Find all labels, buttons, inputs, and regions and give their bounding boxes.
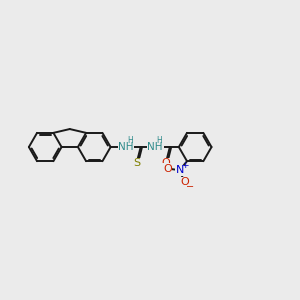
Text: NH: NH (118, 142, 134, 152)
Text: NH: NH (148, 142, 163, 152)
Text: O: O (180, 177, 189, 188)
Text: H: H (156, 136, 162, 145)
Text: S: S (133, 158, 140, 168)
Text: +: + (181, 161, 188, 170)
Text: O: O (163, 164, 172, 173)
Text: −: − (186, 182, 194, 192)
Text: N: N (176, 165, 184, 175)
Text: H: H (127, 136, 133, 145)
Text: O: O (161, 158, 170, 168)
